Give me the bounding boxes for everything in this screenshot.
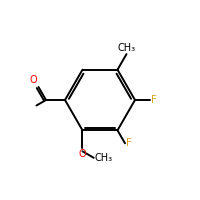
Text: O: O bbox=[30, 75, 38, 85]
Text: CH₃: CH₃ bbox=[117, 43, 136, 53]
Text: O: O bbox=[79, 149, 86, 159]
Text: F: F bbox=[151, 95, 157, 105]
Text: CH₃: CH₃ bbox=[95, 153, 113, 163]
Text: F: F bbox=[126, 138, 132, 148]
